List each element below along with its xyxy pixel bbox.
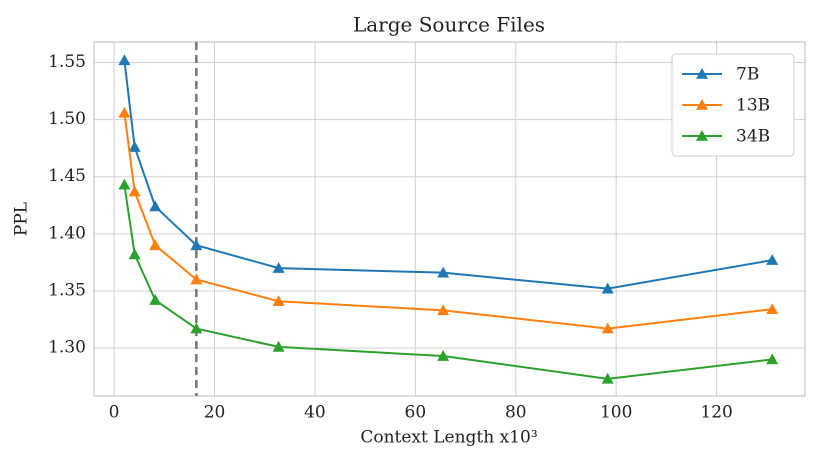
- x-tick-label: 0: [109, 403, 120, 423]
- marker: [190, 239, 203, 251]
- legend-marker: [696, 68, 708, 79]
- y-tick-label: 1.30: [48, 338, 86, 358]
- y-tick-label: 1.35: [48, 280, 86, 300]
- legend-marker: [696, 99, 708, 110]
- legend-marker: [696, 130, 708, 141]
- y-tick-label: 1.40: [48, 223, 86, 243]
- x-tick-label: 100: [600, 403, 632, 423]
- marker: [149, 239, 162, 251]
- marker: [601, 282, 614, 294]
- series-line: [123, 112, 773, 330]
- x-tick-label: 40: [304, 403, 326, 423]
- y-tick-label: 1.50: [48, 109, 86, 129]
- legend-label: 34B: [736, 127, 770, 147]
- legend-label: 13B: [736, 96, 770, 116]
- marker: [437, 350, 450, 361]
- x-tick-label: 80: [505, 403, 527, 423]
- legend-box: [671, 53, 795, 157]
- marker: [128, 141, 141, 152]
- marker: [128, 248, 141, 260]
- x-tick-label: 120: [700, 403, 732, 423]
- marker: [190, 273, 203, 285]
- series-line: [123, 184, 773, 380]
- marker: [118, 178, 131, 190]
- y-axis-label: PPL: [12, 202, 32, 236]
- marker: [601, 372, 614, 384]
- marker: [437, 304, 450, 316]
- marker: [190, 322, 203, 334]
- marker: [272, 295, 285, 307]
- x-tick-label: 20: [204, 403, 226, 423]
- y-tick-label: 1.55: [48, 52, 86, 72]
- marker: [272, 340, 285, 352]
- x-axis-label: Context Length x10³: [360, 428, 537, 448]
- marker: [766, 353, 779, 365]
- marker: [149, 294, 162, 305]
- marker: [766, 254, 779, 265]
- marker: [437, 266, 450, 278]
- x-tick-label: 60: [405, 403, 427, 423]
- chart-title: Large Source Files: [353, 13, 545, 37]
- legend-label: 7B: [736, 65, 759, 85]
- marker: [118, 54, 131, 66]
- marker: [118, 106, 131, 118]
- marker: [149, 200, 162, 212]
- marker: [766, 303, 779, 315]
- marker: [601, 322, 614, 334]
- plot-frame: [93, 41, 806, 397]
- marker: [272, 262, 285, 273]
- y-tick-label: 1.45: [48, 166, 86, 186]
- series-line: [123, 60, 773, 290]
- marker: [128, 185, 141, 197]
